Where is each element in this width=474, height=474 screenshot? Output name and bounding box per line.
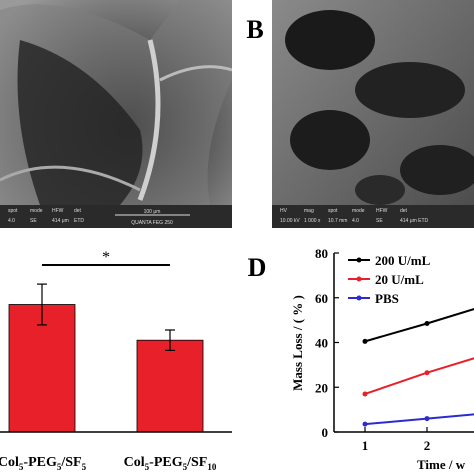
- x-tick-label-part: 5: [145, 462, 150, 472]
- bar: [8, 304, 76, 433]
- x-tick-label-part: Col: [124, 455, 145, 470]
- sem-info-header: det: [74, 208, 82, 214]
- x-axis-label: Time / w: [417, 457, 466, 472]
- sem-info-header: HFW: [52, 208, 64, 214]
- legend-label: 200 U/mL: [375, 253, 431, 268]
- sem-info-value: 4.0: [8, 218, 15, 224]
- data-point: [424, 370, 430, 376]
- data-point: [362, 391, 368, 397]
- x-tick-label-part: -PEG: [23, 455, 57, 470]
- sem-info-value: SE: [376, 218, 383, 224]
- x-tick-label-part: 5: [19, 462, 24, 472]
- x-tick-label: 1: [362, 438, 369, 453]
- x-tick-label-part: /SF: [60, 455, 81, 470]
- x-tick-label-part: 5: [82, 462, 87, 472]
- x-tick-label-part: 5: [57, 462, 62, 472]
- sem-info-value: 10.00 kV: [280, 218, 300, 224]
- data-point: [362, 338, 368, 344]
- sem-info-value: 4.0: [352, 218, 359, 224]
- instrument-label: QUANTA FEG 250: [131, 220, 173, 226]
- x-tick-label-part: /SF: [186, 455, 207, 470]
- legend-label: 20 U/mL: [375, 272, 424, 287]
- sem-info-header: HV: [280, 208, 288, 214]
- x-tick-label-part: -PEG: [149, 455, 183, 470]
- sem-info-header: mag: [304, 208, 314, 214]
- sem-info-header: mode: [352, 208, 365, 214]
- series-line: [364, 357, 474, 395]
- x-tick-label-part: 5: [183, 462, 188, 472]
- legend-marker: [356, 276, 362, 282]
- scale-bar-label: 100 μm: [144, 209, 161, 215]
- y-axis-label: Mass Loss / ( % ): [290, 295, 305, 391]
- sem-info-header: spot: [8, 208, 18, 214]
- legend-label: PBS: [375, 291, 399, 306]
- data-point: [424, 320, 430, 326]
- panel-label: B: [246, 15, 263, 44]
- sem-info-value: ETD: [74, 218, 84, 224]
- legend-marker: [356, 295, 362, 301]
- sem-info-value: SE: [30, 218, 37, 224]
- legend-marker: [356, 257, 362, 263]
- sem-info-header: HFW: [376, 208, 388, 214]
- sem-image-a: [0, 0, 232, 228]
- sem-info-value: 1 000 x: [304, 218, 321, 224]
- sem-info-header: mode: [30, 208, 43, 214]
- y-tick-label: 60: [315, 291, 328, 306]
- x-tick-label: Col5-PEG5/SF5: [0, 455, 87, 472]
- y-tick-label: 40: [315, 336, 328, 351]
- x-tick-label-part: 10: [207, 462, 217, 472]
- sem-image-b: [272, 0, 474, 228]
- panel-label: D: [248, 253, 267, 282]
- series-line: [364, 413, 474, 426]
- sem-info-header: spot: [328, 208, 338, 214]
- x-tick-label: 2: [424, 438, 431, 453]
- sem-info-value: 414 μm: [52, 218, 69, 224]
- y-tick-label: 80: [315, 246, 328, 261]
- series-line: [364, 308, 474, 343]
- y-tick-label: 0: [322, 425, 329, 440]
- bar: [136, 339, 204, 433]
- data-point: [362, 421, 368, 427]
- x-tick-label: Col5-PEG5/SF10: [124, 455, 217, 472]
- sem-info-value: 414 μm ETD: [400, 218, 429, 224]
- y-tick-label: 20: [315, 380, 328, 395]
- data-point: [424, 416, 430, 422]
- x-tick-label-part: Col: [0, 455, 19, 470]
- sem-info-header: det: [400, 208, 408, 214]
- significance-label: *: [102, 249, 110, 266]
- sem-info-value: 10.7 mm: [328, 218, 347, 224]
